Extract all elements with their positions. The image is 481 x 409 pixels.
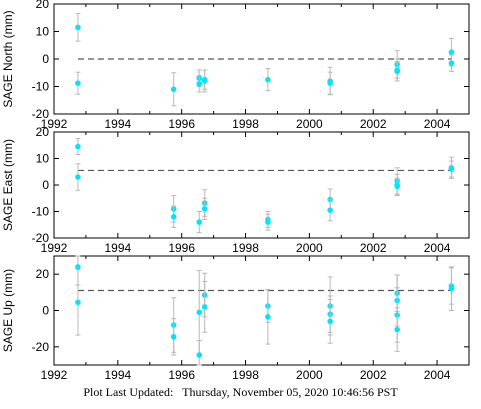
x-tick-label: 2002 [360,368,387,382]
y-tick-label: 20 [36,267,50,281]
y-tick-label: -10 [32,80,50,94]
data-point [170,214,177,220]
x-tick-label: 1996 [168,117,195,131]
x-tick-label: 1992 [41,117,68,131]
y-tick-label: 10 [36,25,50,39]
panel-east: 1992 1994 1996 1998 2000 2002 2004 -20 -10 0 10 20 S… [1,125,470,255]
y-axis-label: SAGE East (mm) [1,139,15,231]
x-tick-label: 2000 [296,368,323,382]
x-tick-label: 1998 [232,368,259,382]
x-tick-label: 1996 [168,368,195,382]
data-point [75,264,81,270]
data-point [448,60,455,66]
footer-timestamp: Thursday, November 05, 2020 10:46:56 PST [182,385,398,399]
x-tick-label: 1994 [104,241,131,255]
data-point [201,206,208,212]
y-axis-label: SAGE North (mm) [1,10,15,107]
data-point [201,76,208,83]
y-tick-label: 10 [36,152,50,166]
panel-north: 1992 1994 1996 1998 2000 2002 2004 -20 -10 0 10 20 S… [1,0,470,131]
data-point [448,285,455,292]
x-tick-label: 2004 [424,241,451,255]
footer: Plot Last Updated: Thursday, November 05… [0,385,481,400]
y-tick-label: 0 [42,304,49,318]
y-axis-label: SAGE Up (mm) [1,269,15,352]
data-point [196,309,203,316]
data-point [265,219,271,225]
data-point [75,299,81,306]
data-point [448,49,455,55]
x-tick-label: 1996 [168,241,195,255]
x-tick-label: 1998 [232,241,259,255]
x-tick-label: 2004 [424,117,451,131]
data-point [75,143,81,150]
data-point [196,80,203,87]
x-tick-label: 1992 [41,241,68,255]
y-tick-label: 20 [36,0,50,11]
plot-frame [53,255,470,366]
data-point [327,318,333,325]
x-tick-label: 1992 [41,368,68,382]
x-tick-label: 2002 [360,241,387,255]
y-tick-label: -20 [32,231,50,245]
data-point [394,183,400,190]
data-point [327,80,333,86]
data-point [196,219,203,225]
footer-label: Plot Last Updated: [83,385,174,399]
x-tick-label: 2000 [296,241,323,255]
plot-frame [53,131,470,239]
data-point [448,166,455,172]
data-point [196,352,203,358]
y-tick-label: -20 [32,340,50,354]
panel-up: 1992 1994 1996 1998 2000 2002 2004 -20 0 20 SAGE U… [1,255,470,382]
data-point [394,326,400,333]
data-point [265,76,271,83]
x-tick-label: 2000 [296,117,323,131]
y-tick-label: -10 [32,205,50,219]
x-tick-label: 1994 [104,368,131,382]
data-point [265,314,271,320]
data-point [170,86,177,93]
x-tick-label: 2002 [360,117,387,131]
data-point [75,174,81,180]
data-point [75,80,81,86]
y-tick-label: 0 [42,52,49,66]
x-tick-label: 1994 [104,117,131,131]
y-tick-label: 20 [36,125,50,139]
data-point [170,334,177,340]
y-tick-label: 0 [42,178,49,192]
x-tick-label: 2004 [424,368,451,382]
x-tick-label: 1998 [232,117,259,131]
data-point [327,207,333,213]
data-point [201,304,208,310]
y-tick-label: -20 [32,107,50,121]
data-point [394,68,400,75]
data-point [75,24,81,31]
